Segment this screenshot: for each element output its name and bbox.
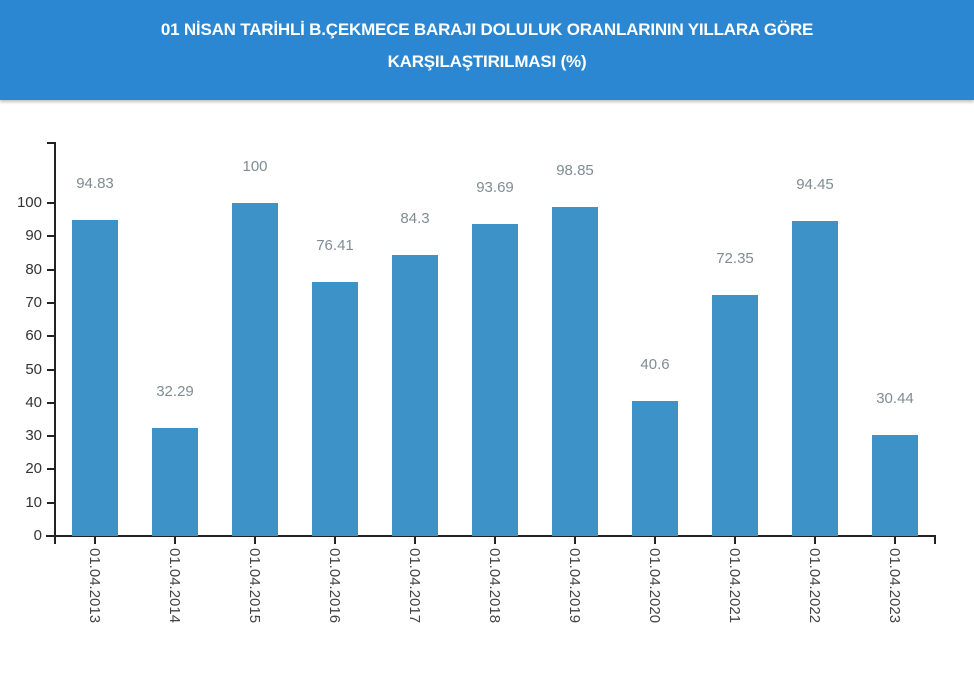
- y-tick: [47, 535, 55, 537]
- chart-header: 01 NİSAN TARİHLİ B.ÇEKMECE BARAJI DOLULU…: [0, 0, 974, 100]
- bar-value-label: 84.3: [400, 210, 430, 228]
- y-tick: [47, 235, 55, 238]
- y-tick-label: 100: [16, 194, 42, 211]
- bar-value-label: 100: [242, 158, 268, 175]
- bar: [712, 295, 758, 536]
- x-tick: [574, 536, 576, 544]
- chart-title: 01 NİSAN TARİHLİ B.ÇEKMECE BARAJI DOLULU…: [0, 14, 974, 78]
- x-axis: [46, 535, 936, 537]
- x-tick: [334, 536, 336, 544]
- x-tick-label: 01.04.2015: [246, 548, 263, 624]
- bar-value-label: 76.41: [316, 236, 354, 254]
- y-tick: [47, 368, 55, 371]
- x-tick: [94, 536, 96, 544]
- x-tick-label: 01.04.2023: [886, 548, 903, 624]
- bar-value-label: 93.69: [476, 179, 514, 196]
- x-axis-start-tick: [54, 535, 56, 544]
- y-axis-top-tick: [47, 142, 56, 144]
- x-tick-label: 01.04.2021: [726, 548, 743, 624]
- x-tick-label: 01.04.2018: [486, 548, 503, 624]
- y-tick-label: 70: [25, 293, 42, 311]
- y-tick-label: 50: [25, 360, 42, 378]
- x-tick: [894, 536, 896, 544]
- bar: [232, 203, 278, 536]
- x-tick: [654, 536, 656, 544]
- x-tick-label: 01.04.2022: [806, 548, 823, 624]
- y-tick: [47, 435, 55, 438]
- y-tick-label: 0: [33, 527, 42, 544]
- x-axis-end-tick: [934, 535, 936, 544]
- bar-value-label: 32.29: [156, 383, 194, 401]
- x-tick-label: 01.04.2013: [86, 548, 103, 624]
- chart-title-line-1: 01 NİSAN TARİHLİ B.ÇEKMECE BARAJI DOLULU…: [160, 20, 814, 39]
- bar-value-label: 30.44: [876, 389, 914, 407]
- y-tick: [47, 202, 55, 204]
- bar-value-label: 94.83: [76, 175, 114, 193]
- x-tick: [174, 536, 176, 544]
- x-tick: [414, 536, 416, 544]
- bar: [472, 224, 518, 536]
- x-tick-label: 01.04.2017: [406, 548, 423, 624]
- y-tick-label: 30: [25, 427, 42, 445]
- x-tick-label: 01.04.2020: [646, 548, 663, 624]
- x-tick-label: 01.04.2014: [166, 548, 183, 624]
- bar: [872, 434, 918, 536]
- y-tick: [47, 501, 55, 504]
- y-tick-label: 80: [25, 260, 42, 278]
- y-tick: [47, 468, 55, 471]
- x-tick: [734, 536, 736, 544]
- bar: [312, 281, 358, 536]
- bar: [152, 428, 198, 536]
- x-tick: [494, 536, 496, 544]
- y-tick: [47, 268, 55, 271]
- chart-title-line-2: KARŞILAŞTIRILMASI (%): [387, 52, 587, 71]
- x-tick: [254, 536, 256, 544]
- y-tick-label: 90: [25, 227, 42, 245]
- y-axis: [54, 142, 56, 538]
- y-tick: [47, 335, 55, 338]
- x-tick-label: 01.04.2019: [566, 548, 583, 624]
- y-tick-label: 20: [25, 460, 42, 478]
- bar-value-label: 72.35: [716, 250, 754, 268]
- y-tick-label: 40: [25, 393, 42, 411]
- x-tick-label: 01.04.2016: [326, 548, 343, 624]
- bar-value-label: 98.85: [556, 161, 594, 179]
- bar: [792, 221, 838, 536]
- y-tick: [47, 301, 55, 304]
- y-tick-label: 60: [25, 327, 42, 345]
- y-tick-label: 10: [25, 493, 42, 511]
- bar: [632, 400, 678, 536]
- bar: [552, 206, 598, 536]
- bar: [392, 255, 438, 536]
- y-tick: [47, 401, 55, 404]
- bar: [72, 220, 118, 536]
- bar-value-label: 40.6: [640, 355, 670, 373]
- bar-value-label: 94.45: [796, 176, 834, 194]
- x-tick: [814, 536, 816, 544]
